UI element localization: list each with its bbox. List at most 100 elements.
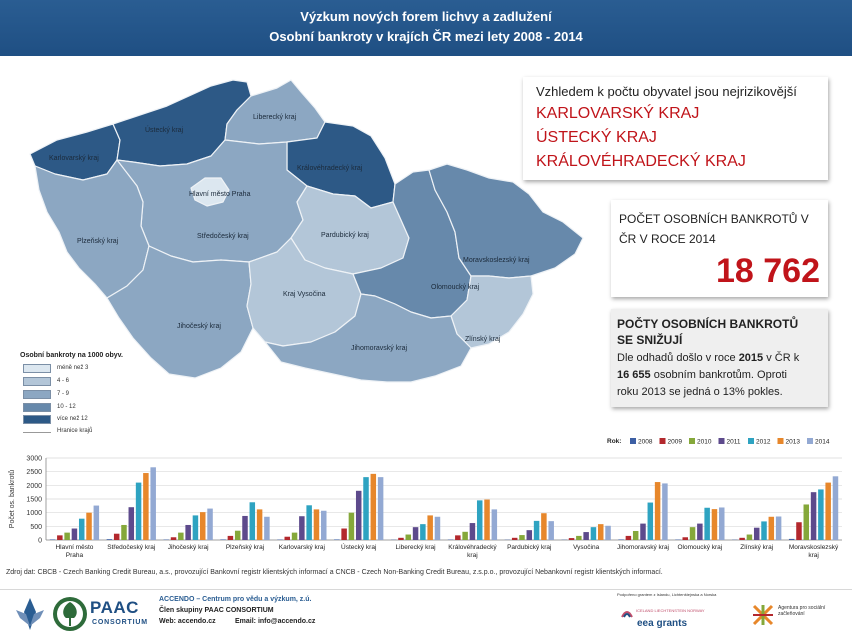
map-label-moravskoslezsky: Moravskoslezský kraj [463, 257, 530, 264]
y-tick-label: 1500 [26, 497, 42, 504]
chart-legend-label: 2011 [727, 439, 741, 446]
eea-flag-icon [620, 605, 634, 619]
x-tick-label: Olomoucký kraj [677, 544, 722, 551]
map-legend-swatch [23, 415, 51, 424]
bar-2011 [71, 528, 78, 540]
region-jihocesky [106, 245, 254, 379]
bar-2013 [199, 512, 206, 540]
agency-logo-icon [752, 604, 774, 626]
bar-2010 [348, 512, 355, 540]
bar-2011 [412, 527, 419, 540]
bar-2012 [590, 527, 597, 540]
bar-2011 [697, 523, 703, 540]
map-legend: Osobní bankroty na 1000 obyv. méně než 3… [20, 352, 170, 442]
x-tick-label: Liberecký kraj [396, 544, 436, 551]
bar-2014 [377, 477, 384, 540]
bar-2010 [291, 532, 298, 540]
accendo-logo-icon [16, 598, 44, 630]
header-banner: Výzkum nových forem lichvy a zadlužení O… [0, 0, 852, 56]
bar-2012 [78, 518, 85, 540]
bar-2014 [93, 505, 100, 540]
map-label-plzensky: Plzeňský kraj [77, 238, 119, 245]
x-tick-label: Karlovarský kraj [279, 544, 325, 551]
map-legend-label: 4 - 6 [57, 378, 70, 384]
map-legend-item: 7 - 9 [23, 390, 163, 400]
decline-text-line-3: roku 2013 se jedná o 13% pokles. [617, 386, 783, 398]
map-label-ustecky: Ústecký kraj [145, 125, 184, 134]
x-tick-label: Ústecký kraj [341, 542, 376, 551]
bar-2014 [150, 467, 156, 540]
bar-2013 [768, 516, 775, 540]
bar-2014 [605, 525, 611, 540]
czech-regions-map: Karlovarský kraj Ústecký kraj Liberecký … [15, 62, 600, 392]
count-title-line-1: POČET OSOBNÍCH BANKROTŮ V [619, 212, 809, 226]
bar-2010 [178, 532, 184, 540]
bar-2012 [306, 505, 312, 540]
chart-legend-swatch [777, 438, 784, 444]
decline-estimate: 16 655 [617, 369, 651, 381]
region-jihomoravsky [264, 293, 472, 383]
bar-2009 [398, 537, 404, 540]
eea-grants-logo-text: eea grants [637, 618, 688, 629]
region-moravskoslezsky [428, 163, 584, 279]
footer: PAAC CONSORTIUM ACCENDO – Centrum pro vě… [0, 589, 852, 639]
header-line-2: Osobní bankroty v krajích ČR mezi lety 2… [269, 29, 583, 44]
funding-note: Podpořeno grantem z Islandu, Lichtenštej… [617, 592, 717, 597]
bar-2011 [355, 490, 362, 540]
bar-2014 [434, 516, 441, 540]
bar-2012 [420, 524, 426, 540]
bar-2012 [249, 502, 256, 540]
bar-2008 [618, 539, 624, 540]
bar-2012 [363, 477, 369, 540]
bar-2011 [640, 523, 646, 540]
bar-2012 [533, 520, 540, 540]
bar-2014 [207, 508, 213, 540]
bar-2009 [170, 537, 177, 540]
bar-2014 [264, 516, 270, 540]
y-axis-label: Počet os. bankrotů [8, 470, 16, 528]
bar-2011 [810, 492, 817, 540]
bar-2009 [796, 522, 802, 540]
map-legend-title: Osobní bankroty na 1000 obyv. [20, 352, 123, 359]
bar-2010 [519, 535, 525, 540]
bar-2010 [405, 534, 412, 540]
bar-2008 [49, 539, 56, 540]
map-label-jihomoravsky: Jihomoravský kraj [351, 345, 407, 352]
bar-2011 [753, 527, 760, 540]
riskiest-region: KRÁLOVÉHRADECKÝ KRAJ [536, 153, 746, 170]
map-legend-swatch [23, 390, 51, 399]
bar-2014 [548, 521, 554, 540]
bar-2012 [135, 482, 142, 540]
bar-2013 [484, 499, 490, 540]
chart-legend-label: 2014 [815, 439, 830, 446]
bar-2013 [143, 473, 149, 540]
bar-2010 [576, 535, 582, 540]
bar-2009 [227, 535, 234, 540]
x-tick-label: Královéhradecký [448, 544, 497, 551]
map-label-vysocina: Kraj Vysočina [283, 291, 326, 298]
map-label-zlinsky: Zlínský kraj [465, 336, 501, 343]
bar-2012 [761, 521, 767, 540]
chart-legend-title: Rok: [607, 438, 621, 445]
x-tick-label: Zlínský kraj [740, 544, 773, 551]
bar-2009 [341, 528, 347, 540]
map-label-jihocesky: Jihočeský kraj [177, 323, 221, 330]
map-label-karlovarsky: Karlovarský kraj [49, 155, 99, 162]
bar-2011 [526, 530, 533, 540]
x-tick-label: kraj [467, 552, 477, 559]
accendo-web: Web: accendo.cz [159, 618, 216, 625]
bar-2012 [192, 515, 199, 540]
bar-2011 [185, 524, 191, 540]
bar-2011 [242, 515, 248, 540]
bar-2014 [491, 509, 498, 540]
count-value: 18 762 [716, 252, 820, 290]
bar-2013 [541, 513, 547, 540]
x-tick-label: Jihomoravský kraj [617, 544, 669, 551]
decline-title-line-2: SE SNIŽUJÍ [617, 333, 683, 347]
bar-2010 [64, 532, 70, 540]
x-tick-label: Jihočeský kraj [168, 544, 209, 551]
eea-countries: ICELAND LIECHTENSTEIN NORWAY [636, 608, 705, 613]
chart-legend-label: 2012 [756, 439, 771, 446]
count-title-line-2: ČR V ROCE 2014 [619, 232, 716, 246]
